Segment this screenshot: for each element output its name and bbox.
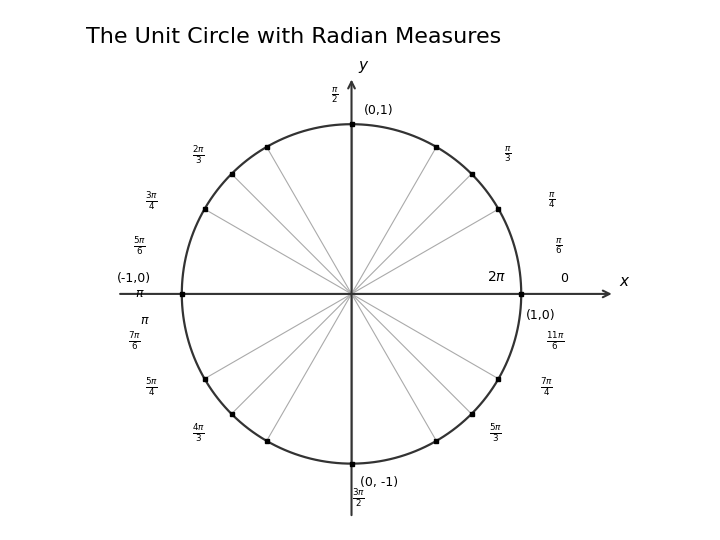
- Text: $\frac{11\pi}{6}$: $\frac{11\pi}{6}$: [546, 330, 564, 353]
- Text: (-1,0): (-1,0): [117, 272, 151, 286]
- Text: $\frac{2\pi}{3}$: $\frac{2\pi}{3}$: [192, 144, 205, 166]
- Text: 0: 0: [559, 272, 567, 286]
- Text: $\pi$: $\pi$: [135, 287, 144, 300]
- Text: $\frac{5\pi}{3}$: $\frac{5\pi}{3}$: [490, 422, 503, 444]
- Text: The Unit Circle with Radian Measures: The Unit Circle with Radian Measures: [86, 27, 502, 47]
- Text: $\frac{\pi}{4}$: $\frac{\pi}{4}$: [548, 191, 556, 210]
- Text: $2\pi$: $2\pi$: [487, 270, 507, 284]
- Text: $\frac{5\pi}{6}$: $\frac{5\pi}{6}$: [133, 235, 146, 258]
- Text: (0,1): (0,1): [364, 104, 393, 117]
- Text: (0, -1): (0, -1): [360, 476, 398, 489]
- Text: $\frac{5\pi}{4}$: $\frac{5\pi}{4}$: [145, 376, 158, 398]
- Text: y: y: [359, 58, 367, 73]
- Text: $\frac{4\pi}{3}$: $\frac{4\pi}{3}$: [192, 422, 205, 444]
- Text: $\frac{7\pi}{6}$: $\frac{7\pi}{6}$: [128, 330, 140, 353]
- Text: x: x: [620, 274, 629, 289]
- Text: $\frac{\pi}{6}$: $\frac{\pi}{6}$: [555, 237, 562, 256]
- Text: $\frac{\pi}{3}$: $\frac{\pi}{3}$: [504, 145, 511, 164]
- Text: (1,0): (1,0): [526, 309, 556, 322]
- Text: $\pi$: $\pi$: [140, 314, 149, 327]
- Text: $\frac{7\pi}{4}$: $\frac{7\pi}{4}$: [540, 376, 553, 398]
- Text: $\frac{3\pi}{4}$: $\frac{3\pi}{4}$: [145, 190, 158, 212]
- Text: $\frac{\pi}{2}$: $\frac{\pi}{2}$: [330, 86, 338, 105]
- Text: $\frac{3\pi}{2}$: $\frac{3\pi}{2}$: [352, 487, 365, 509]
